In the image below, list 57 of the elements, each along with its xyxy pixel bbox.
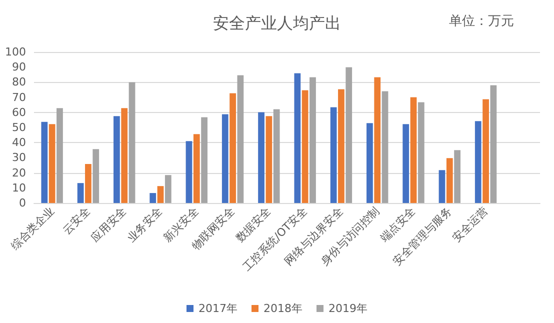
bar	[382, 91, 388, 203]
bar	[85, 164, 92, 203]
bar	[418, 102, 424, 203]
chart-title: 安全产业人均产出	[213, 14, 341, 32]
text: 单位：万元	[449, 14, 514, 29]
bar	[77, 183, 84, 203]
legend-label: 2017年	[198, 302, 238, 315]
bar	[266, 116, 272, 203]
bar	[56, 108, 63, 203]
bar	[237, 75, 244, 203]
legend-label: 2019年	[328, 302, 368, 315]
bar	[438, 170, 446, 203]
bar	[48, 124, 56, 203]
y-tick-label: 0	[19, 196, 26, 210]
y-tick-label: 80	[12, 76, 26, 89]
legend-label: 2018年	[264, 302, 303, 315]
x-tick-label: 应用安全	[88, 204, 129, 245]
bar	[294, 73, 301, 203]
y-tick-label: 30	[12, 151, 26, 164]
y-tick-label: 90	[12, 60, 26, 74]
y-tick-label: 50	[12, 121, 26, 134]
bar	[330, 107, 337, 203]
y-tick-label: 10	[12, 181, 26, 194]
bar	[92, 149, 100, 203]
y-tick-label: 40	[12, 136, 26, 150]
y-tick-label: 100	[5, 46, 26, 58]
y-tick-label: 70	[12, 90, 26, 104]
x-tick-label: 安全运营	[450, 204, 490, 245]
bar	[402, 124, 410, 203]
bar	[150, 193, 156, 203]
bar	[338, 89, 344, 203]
bar	[164, 175, 172, 203]
bar	[128, 82, 136, 203]
bar	[410, 97, 417, 203]
bar	[310, 77, 316, 203]
bar	[41, 122, 48, 203]
bar	[186, 141, 192, 203]
bar	[230, 93, 236, 203]
bar	[474, 121, 482, 203]
bar	[446, 158, 453, 203]
bar	[273, 109, 280, 203]
bar	[193, 134, 200, 203]
bar	[490, 85, 497, 203]
bar	[114, 116, 120, 203]
bar	[366, 123, 373, 203]
y-tick-label: 60	[12, 106, 26, 119]
bar	[454, 150, 460, 203]
bar	[374, 77, 381, 203]
bar	[258, 112, 264, 203]
bar	[121, 108, 128, 203]
bar	[222, 114, 228, 203]
bar	[157, 186, 164, 203]
y-tick-label: 20	[12, 166, 26, 180]
bar	[346, 67, 352, 203]
bar	[201, 117, 208, 203]
bar	[302, 90, 308, 203]
bar	[482, 99, 489, 203]
